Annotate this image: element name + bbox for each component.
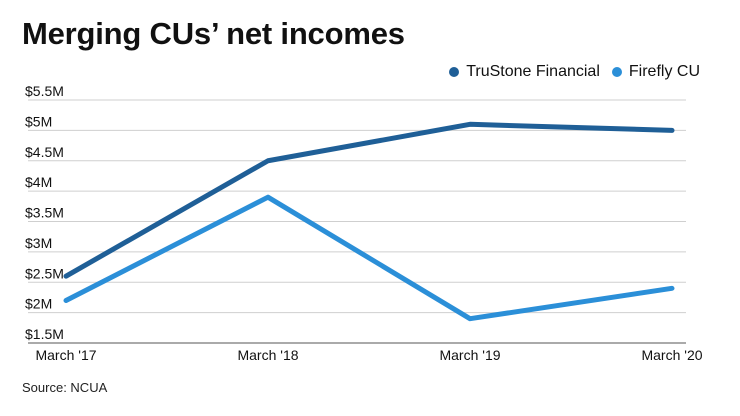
y-axis-ticks: $1.5M $2M $2.5M $3M $3.5M $4M $4.5M $5M $5.5M — [25, 83, 64, 342]
x-tick-label: March '17 — [35, 347, 96, 363]
source-note: Source: NCUA — [22, 380, 108, 395]
series-line-firefly — [63, 194, 675, 322]
legend: TruStone Financial Firefly CU — [449, 63, 700, 81]
y-tick-label: $3M — [25, 235, 52, 251]
y-tick-label: $5M — [25, 113, 52, 129]
y-tick-label: $5.5M — [25, 83, 64, 99]
x-tick-label: March '19 — [439, 347, 500, 363]
gridlines — [28, 99, 686, 344]
legend-item-firefly: Firefly CU — [611, 63, 700, 81]
x-tick-label: March '18 — [237, 347, 298, 363]
series-lines — [63, 121, 675, 322]
y-tick-label: $2.5M — [25, 265, 64, 281]
legend-swatch-trustone — [449, 67, 460, 77]
y-tick-label: $4.5M — [25, 144, 64, 160]
series-line-trustone — [63, 121, 675, 279]
chart-title: Merging CUs’ net incomes — [22, 16, 405, 51]
y-tick-label: $1.5M — [25, 326, 64, 342]
legend-label-firefly: Firefly CU — [628, 63, 700, 80]
y-tick-label: $4M — [25, 174, 52, 190]
x-tick-label: March '20 — [641, 347, 702, 363]
legend-item-trustone: TruStone Financial — [449, 63, 600, 81]
legend-label-trustone: TruStone Financial — [466, 63, 600, 80]
y-tick-label: $3.5M — [25, 205, 64, 221]
y-tick-label: $2M — [25, 296, 52, 312]
legend-swatch-firefly — [611, 67, 622, 77]
x-axis-ticks: March '17 March '18 March '19 March '20 — [35, 347, 702, 363]
